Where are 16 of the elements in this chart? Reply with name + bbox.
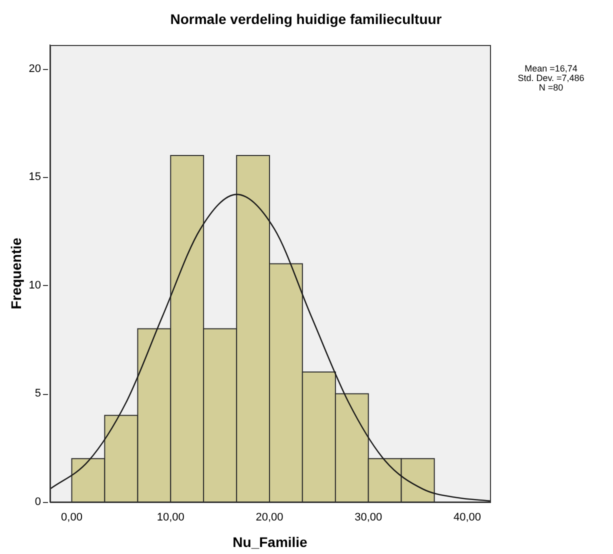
x-tick-label: 30,00	[354, 512, 382, 524]
x-axis-title: Nu_Familie	[232, 534, 308, 550]
text: Mean =16,74	[524, 63, 578, 74]
y-tick-label: 20	[28, 62, 41, 75]
text: Std. Dev. =7,486	[518, 72, 584, 83]
x-tick-label: 40,00	[453, 512, 482, 524]
chart-title: Normale verdeling huidige familiecultuur	[170, 10, 442, 27]
y-axis-title: Frequentie	[8, 238, 24, 310]
x-tick-label: 10,00	[156, 512, 184, 524]
y-tick-label: 10	[28, 279, 41, 292]
y-tick-label: 0	[34, 496, 41, 508]
y-tick-label: 5	[34, 388, 41, 400]
text: N =80	[538, 82, 564, 92]
x-tick-label: 20,00	[256, 512, 284, 524]
y-tick-label: 15	[28, 171, 41, 184]
x-tick-label: 0,00	[61, 512, 82, 524]
